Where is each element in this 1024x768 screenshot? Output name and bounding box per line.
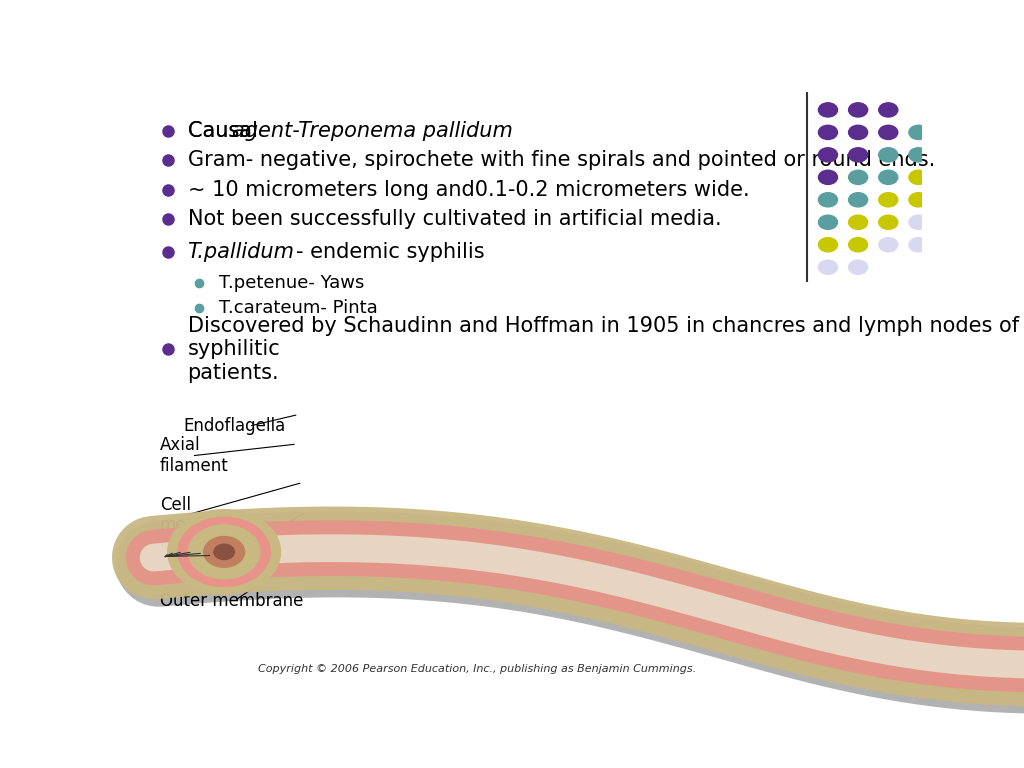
Circle shape [909,193,928,207]
Circle shape [818,215,838,230]
Text: Not been successfully cultivated in artificial media.: Not been successfully cultivated in arti… [187,210,721,230]
Circle shape [879,170,898,184]
Text: Causal: Causal [187,121,264,141]
Circle shape [849,215,867,230]
Text: Causal: Causal [187,121,264,141]
Circle shape [879,193,898,207]
Circle shape [909,125,928,140]
Circle shape [168,510,281,594]
Text: T.petenue- Yaws: T.petenue- Yaws [219,273,365,292]
Circle shape [879,125,898,140]
Text: T.carateum- Pinta: T.carateum- Pinta [219,299,378,317]
Circle shape [849,260,867,274]
Circle shape [879,237,898,252]
Circle shape [879,215,898,230]
Circle shape [818,147,838,162]
Text: T.pallidum: T.pallidum [187,242,295,262]
Text: Axial
filament: Axial filament [160,436,228,475]
Circle shape [849,125,867,140]
Text: Cell
membrane: Cell membrane [160,495,251,535]
Text: agent-Treponema pallidum: agent-Treponema pallidum [232,121,513,141]
Circle shape [178,518,270,587]
Text: Periplasmic
space: Periplasmic space [160,540,255,579]
Circle shape [849,237,867,252]
Circle shape [849,193,867,207]
Circle shape [909,215,928,230]
Circle shape [818,103,838,117]
Circle shape [849,103,867,117]
Circle shape [849,147,867,162]
Circle shape [879,147,898,162]
Circle shape [849,170,867,184]
Text: Outer membrane: Outer membrane [160,591,303,610]
Circle shape [909,237,928,252]
Circle shape [204,537,245,568]
Text: Copyright © 2006 Pearson Education, Inc., publishing as Benjamin Cummings.: Copyright © 2006 Pearson Education, Inc.… [258,664,696,674]
Text: Discovered by Schaudinn and Hoffman in 1905 in chancres and lymph nodes of syphi: Discovered by Schaudinn and Hoffman in 1… [187,316,1019,382]
Circle shape [818,193,838,207]
Text: ~ 10 micrometers long and0.1-0.2 micrometers wide.: ~ 10 micrometers long and0.1-0.2 microme… [187,180,750,200]
Circle shape [188,525,260,579]
Text: Gram- negative, spirochete with fine spirals and pointed or round ends.: Gram- negative, spirochete with fine spi… [187,151,935,170]
Circle shape [818,125,838,140]
Text: - endemic syphilis: - endemic syphilis [296,242,484,262]
Circle shape [818,237,838,252]
Circle shape [939,193,958,207]
Text: Endoflagella: Endoflagella [183,417,286,435]
Circle shape [909,170,928,184]
Circle shape [214,545,234,560]
Circle shape [818,260,838,274]
Circle shape [879,103,898,117]
Circle shape [818,170,838,184]
Circle shape [939,147,958,162]
Circle shape [909,147,928,162]
